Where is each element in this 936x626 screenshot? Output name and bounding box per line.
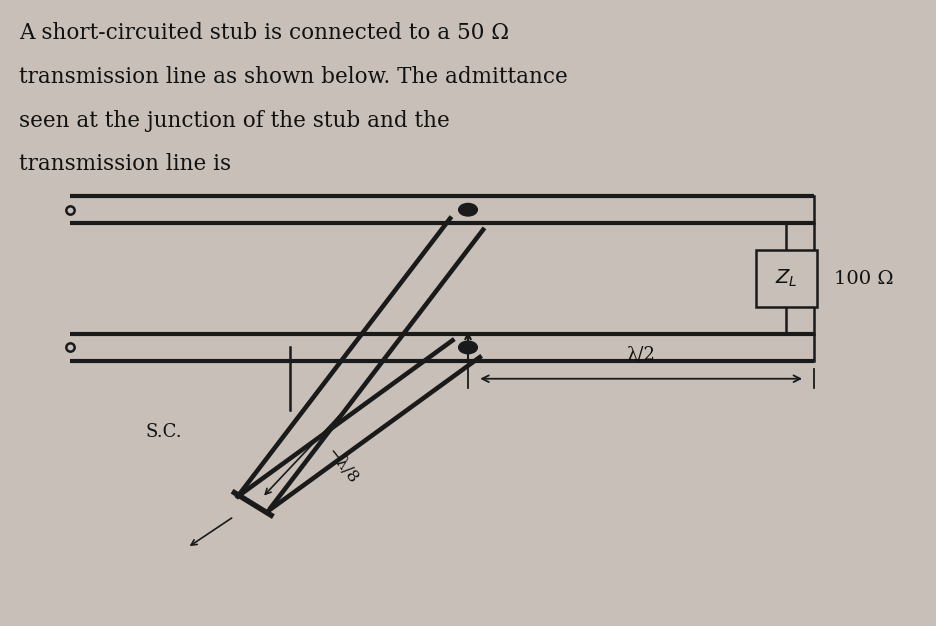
- Bar: [756, 250, 817, 307]
- Text: $Z_L$: $Z_L$: [775, 268, 797, 289]
- Text: seen at the junction of the stub and the: seen at the junction of the stub and the: [19, 110, 449, 131]
- Text: transmission line is: transmission line is: [19, 153, 231, 175]
- Circle shape: [459, 341, 477, 354]
- Text: S.C.: S.C.: [145, 423, 183, 441]
- Circle shape: [459, 203, 477, 216]
- Text: A short-circuited stub is connected to a 50 Ω: A short-circuited stub is connected to a…: [19, 22, 509, 44]
- Text: 100 Ω: 100 Ω: [833, 270, 893, 287]
- Text: λ/2: λ/2: [627, 345, 655, 363]
- Text: −λ/8: −λ/8: [322, 445, 361, 488]
- Text: transmission line as shown below. The admittance: transmission line as shown below. The ad…: [19, 66, 567, 88]
